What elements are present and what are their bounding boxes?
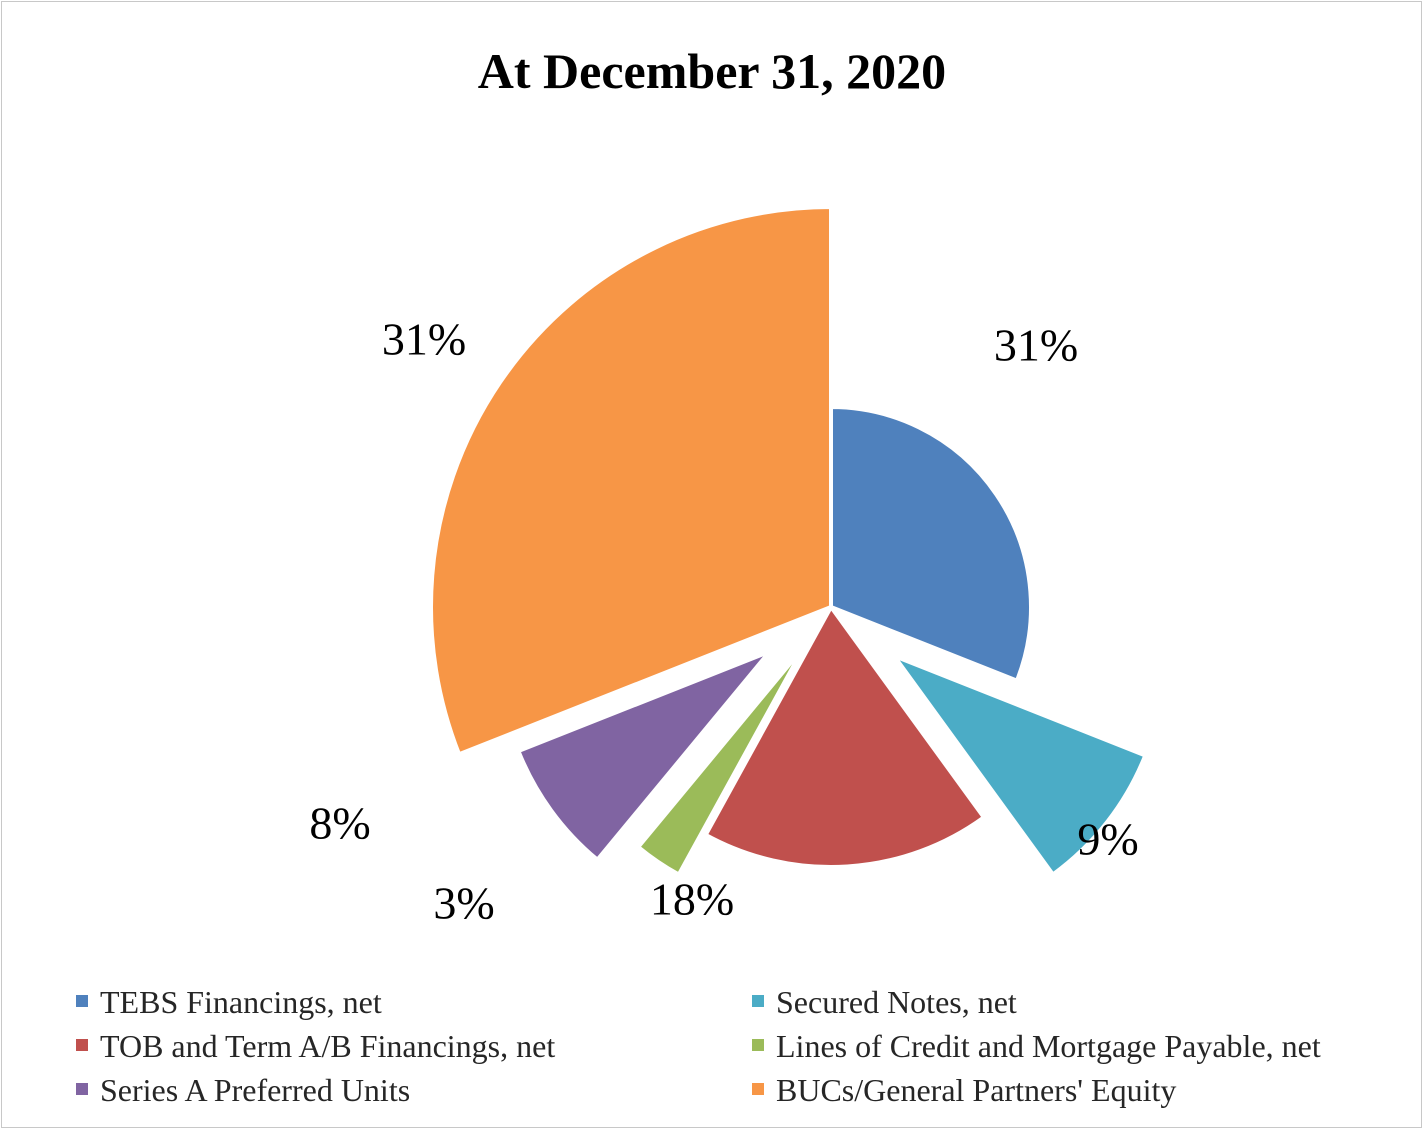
legend-item-tob-and-term-a-b-financings-net: TOB and Term A/B Financings, net	[76, 1028, 555, 1064]
data-label-tebs-financings-net: 31%	[994, 320, 1078, 371]
pie-slice-series-a-preferred-units	[515, 649, 772, 863]
legend-item-lines-of-credit-and-mortgage-payable-net: Lines of Credit and Mortgage Payable, ne…	[752, 1028, 1321, 1064]
pie-slice-bucs-general-partners-equity	[429, 204, 833, 757]
legend-label: TEBS Financings, net	[100, 984, 382, 1020]
legend-swatch	[752, 1083, 764, 1095]
legend-swatch	[752, 995, 764, 1007]
legend-item-series-a-preferred-units: Series A Preferred Units	[76, 1072, 410, 1108]
data-label-secured-notes-net: 9%	[1077, 814, 1138, 865]
legend-item-bucs-general-partners-equity: BUCs/General Partners' Equity	[752, 1072, 1176, 1108]
legend-item-secured-notes-net: Secured Notes, net	[752, 984, 1017, 1020]
legend-label: Series A Preferred Units	[100, 1072, 410, 1108]
legend-swatch	[76, 1083, 88, 1095]
legend-label: BUCs/General Partners' Equity	[776, 1072, 1176, 1108]
pie-slice-lines-of-credit-and-mortgage-payable-net	[635, 645, 806, 878]
legend-swatch	[76, 1039, 88, 1051]
legend-swatch	[76, 995, 88, 1007]
legend-label: Lines of Credit and Mortgage Payable, ne…	[776, 1028, 1321, 1064]
data-label-lines-of-credit-and-mortgage-payable-net: 3%	[433, 878, 494, 929]
legend-label: Secured Notes, net	[776, 984, 1017, 1020]
pie-slice-tebs-financings-net	[829, 404, 1033, 684]
data-label-tob-and-term-a-b-financings-net: 18%	[650, 874, 734, 925]
pie-slice-secured-notes-net	[888, 651, 1148, 878]
legend-label: TOB and Term A/B Financings, net	[100, 1028, 555, 1064]
data-label-bucs-general-partners-equity: 31%	[382, 314, 466, 365]
chart-legend: TEBS Financings, net Secured Notes, net TO…	[76, 984, 1321, 1108]
chart-title: At December 31, 2020	[478, 43, 946, 99]
legend-item-tebs-financings-net: TEBS Financings, net	[76, 984, 382, 1020]
pie-data-labels: 31% 9% 18% 3% 8% 31%	[309, 314, 1138, 929]
pie-slices	[429, 204, 1148, 878]
legend-swatch	[752, 1039, 764, 1051]
data-label-series-a-preferred-units: 8%	[309, 798, 370, 849]
pie-slice-tob-and-term-a-b-financings-net	[703, 603, 987, 869]
